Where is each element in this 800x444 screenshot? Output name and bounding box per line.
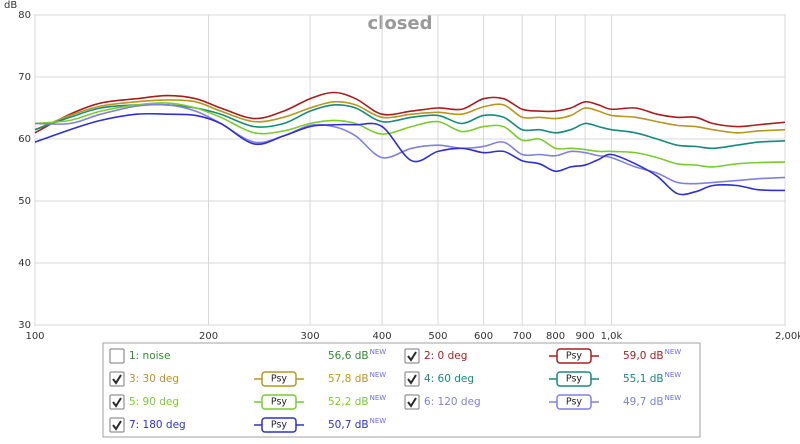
checkmark bbox=[407, 397, 417, 408]
legend-label: 1: noise bbox=[129, 350, 170, 362]
legend-level: 59,0 dB bbox=[623, 350, 664, 362]
y-tick-label: 30 bbox=[18, 320, 31, 331]
y-tick-label: 70 bbox=[18, 72, 31, 83]
checkmark bbox=[112, 374, 122, 385]
psy-label: Psy bbox=[271, 397, 288, 408]
curve bbox=[34, 112, 786, 196]
plot-area bbox=[34, 14, 786, 326]
psy-label: Psy bbox=[566, 351, 583, 362]
checkmark bbox=[112, 397, 122, 408]
psy-button[interactable] bbox=[261, 394, 297, 410]
legend-label: 7: 180 deg bbox=[129, 419, 186, 431]
legend-level-note: NEW bbox=[665, 394, 682, 402]
x-tick-label: 100 bbox=[25, 331, 44, 342]
x-tick-label: 500 bbox=[428, 331, 447, 342]
legend-level: 50,7 dB bbox=[328, 419, 369, 431]
x-tick-label: 200 bbox=[199, 331, 218, 342]
checkbox[interactable] bbox=[109, 394, 125, 410]
psy-label: Psy bbox=[271, 420, 288, 431]
curve bbox=[34, 91, 786, 134]
legend-label: 6: 120 deg bbox=[424, 396, 481, 408]
checkbox[interactable] bbox=[404, 348, 420, 364]
x-tick-label: 400 bbox=[373, 331, 392, 342]
x-tick-label: 700 bbox=[513, 331, 532, 342]
legend-level: 55,1 dB bbox=[623, 373, 664, 385]
legend-level: 49,7 dB bbox=[623, 396, 664, 408]
checkbox[interactable] bbox=[404, 394, 420, 410]
y-tick-label: 60 bbox=[18, 134, 31, 145]
legend-label: 2: 0 deg bbox=[424, 350, 467, 362]
legend-label: 4: 60 deg bbox=[424, 373, 474, 385]
psy-button[interactable] bbox=[556, 394, 592, 410]
legend-level: 57,8 dB bbox=[328, 373, 369, 385]
psy-button[interactable] bbox=[556, 348, 592, 364]
x-tick-label: 900 bbox=[576, 331, 595, 342]
x-tick-label: 800 bbox=[546, 331, 565, 342]
psy-button[interactable] bbox=[261, 371, 297, 387]
psy-button[interactable] bbox=[261, 417, 297, 433]
x-tick-label: 1,0k bbox=[601, 331, 623, 342]
legend-level-note: NEW bbox=[370, 417, 387, 425]
y-tick-label: 40 bbox=[18, 258, 31, 269]
legend: 1: noise 56,6 dB NEW 2: 0 deg Psy 59,0 dB NEW3… bbox=[109, 348, 682, 433]
psy-label: Psy bbox=[566, 374, 583, 385]
legend-level-note: NEW bbox=[665, 371, 682, 379]
x-tick-label: 600 bbox=[474, 331, 493, 342]
grid: 30 40 50 60 70 80 100 200 300 400 500 600 700 800 900 1… bbox=[18, 10, 800, 342]
chart-title: closed bbox=[367, 13, 432, 34]
legend-level: 56,6 dB bbox=[328, 350, 369, 362]
curves bbox=[34, 91, 786, 196]
y-axis-label: dB bbox=[4, 0, 17, 11]
curve bbox=[34, 103, 786, 185]
psy-button[interactable] bbox=[556, 371, 592, 387]
legend-level-note: NEW bbox=[370, 371, 387, 379]
legend-level-note: NEW bbox=[370, 394, 387, 402]
legend-panel bbox=[102, 342, 701, 438]
curve bbox=[34, 103, 786, 150]
legend-level: 52,2 dB bbox=[328, 396, 369, 408]
legend-level-note: NEW bbox=[665, 348, 682, 356]
curve bbox=[34, 99, 786, 134]
legend-label: 5: 90 deg bbox=[129, 396, 179, 408]
legend-label: 3: 30 deg bbox=[129, 373, 179, 385]
psy-label: Psy bbox=[271, 374, 288, 385]
checkmark bbox=[407, 374, 417, 385]
checkmark bbox=[407, 351, 417, 362]
y-tick-label: 80 bbox=[18, 10, 31, 21]
legend-level-note: NEW bbox=[370, 348, 387, 356]
curve bbox=[34, 102, 786, 168]
checkbox[interactable] bbox=[404, 371, 420, 387]
y-tick-label: 50 bbox=[18, 196, 31, 207]
checkmark bbox=[112, 420, 122, 431]
checkbox[interactable] bbox=[109, 417, 125, 433]
checkbox[interactable] bbox=[109, 348, 125, 364]
x-tick-label: 2,00k Hz bbox=[775, 331, 800, 342]
checkbox[interactable] bbox=[109, 371, 125, 387]
psy-label: Psy bbox=[566, 397, 583, 408]
x-tick-label: 300 bbox=[300, 331, 319, 342]
